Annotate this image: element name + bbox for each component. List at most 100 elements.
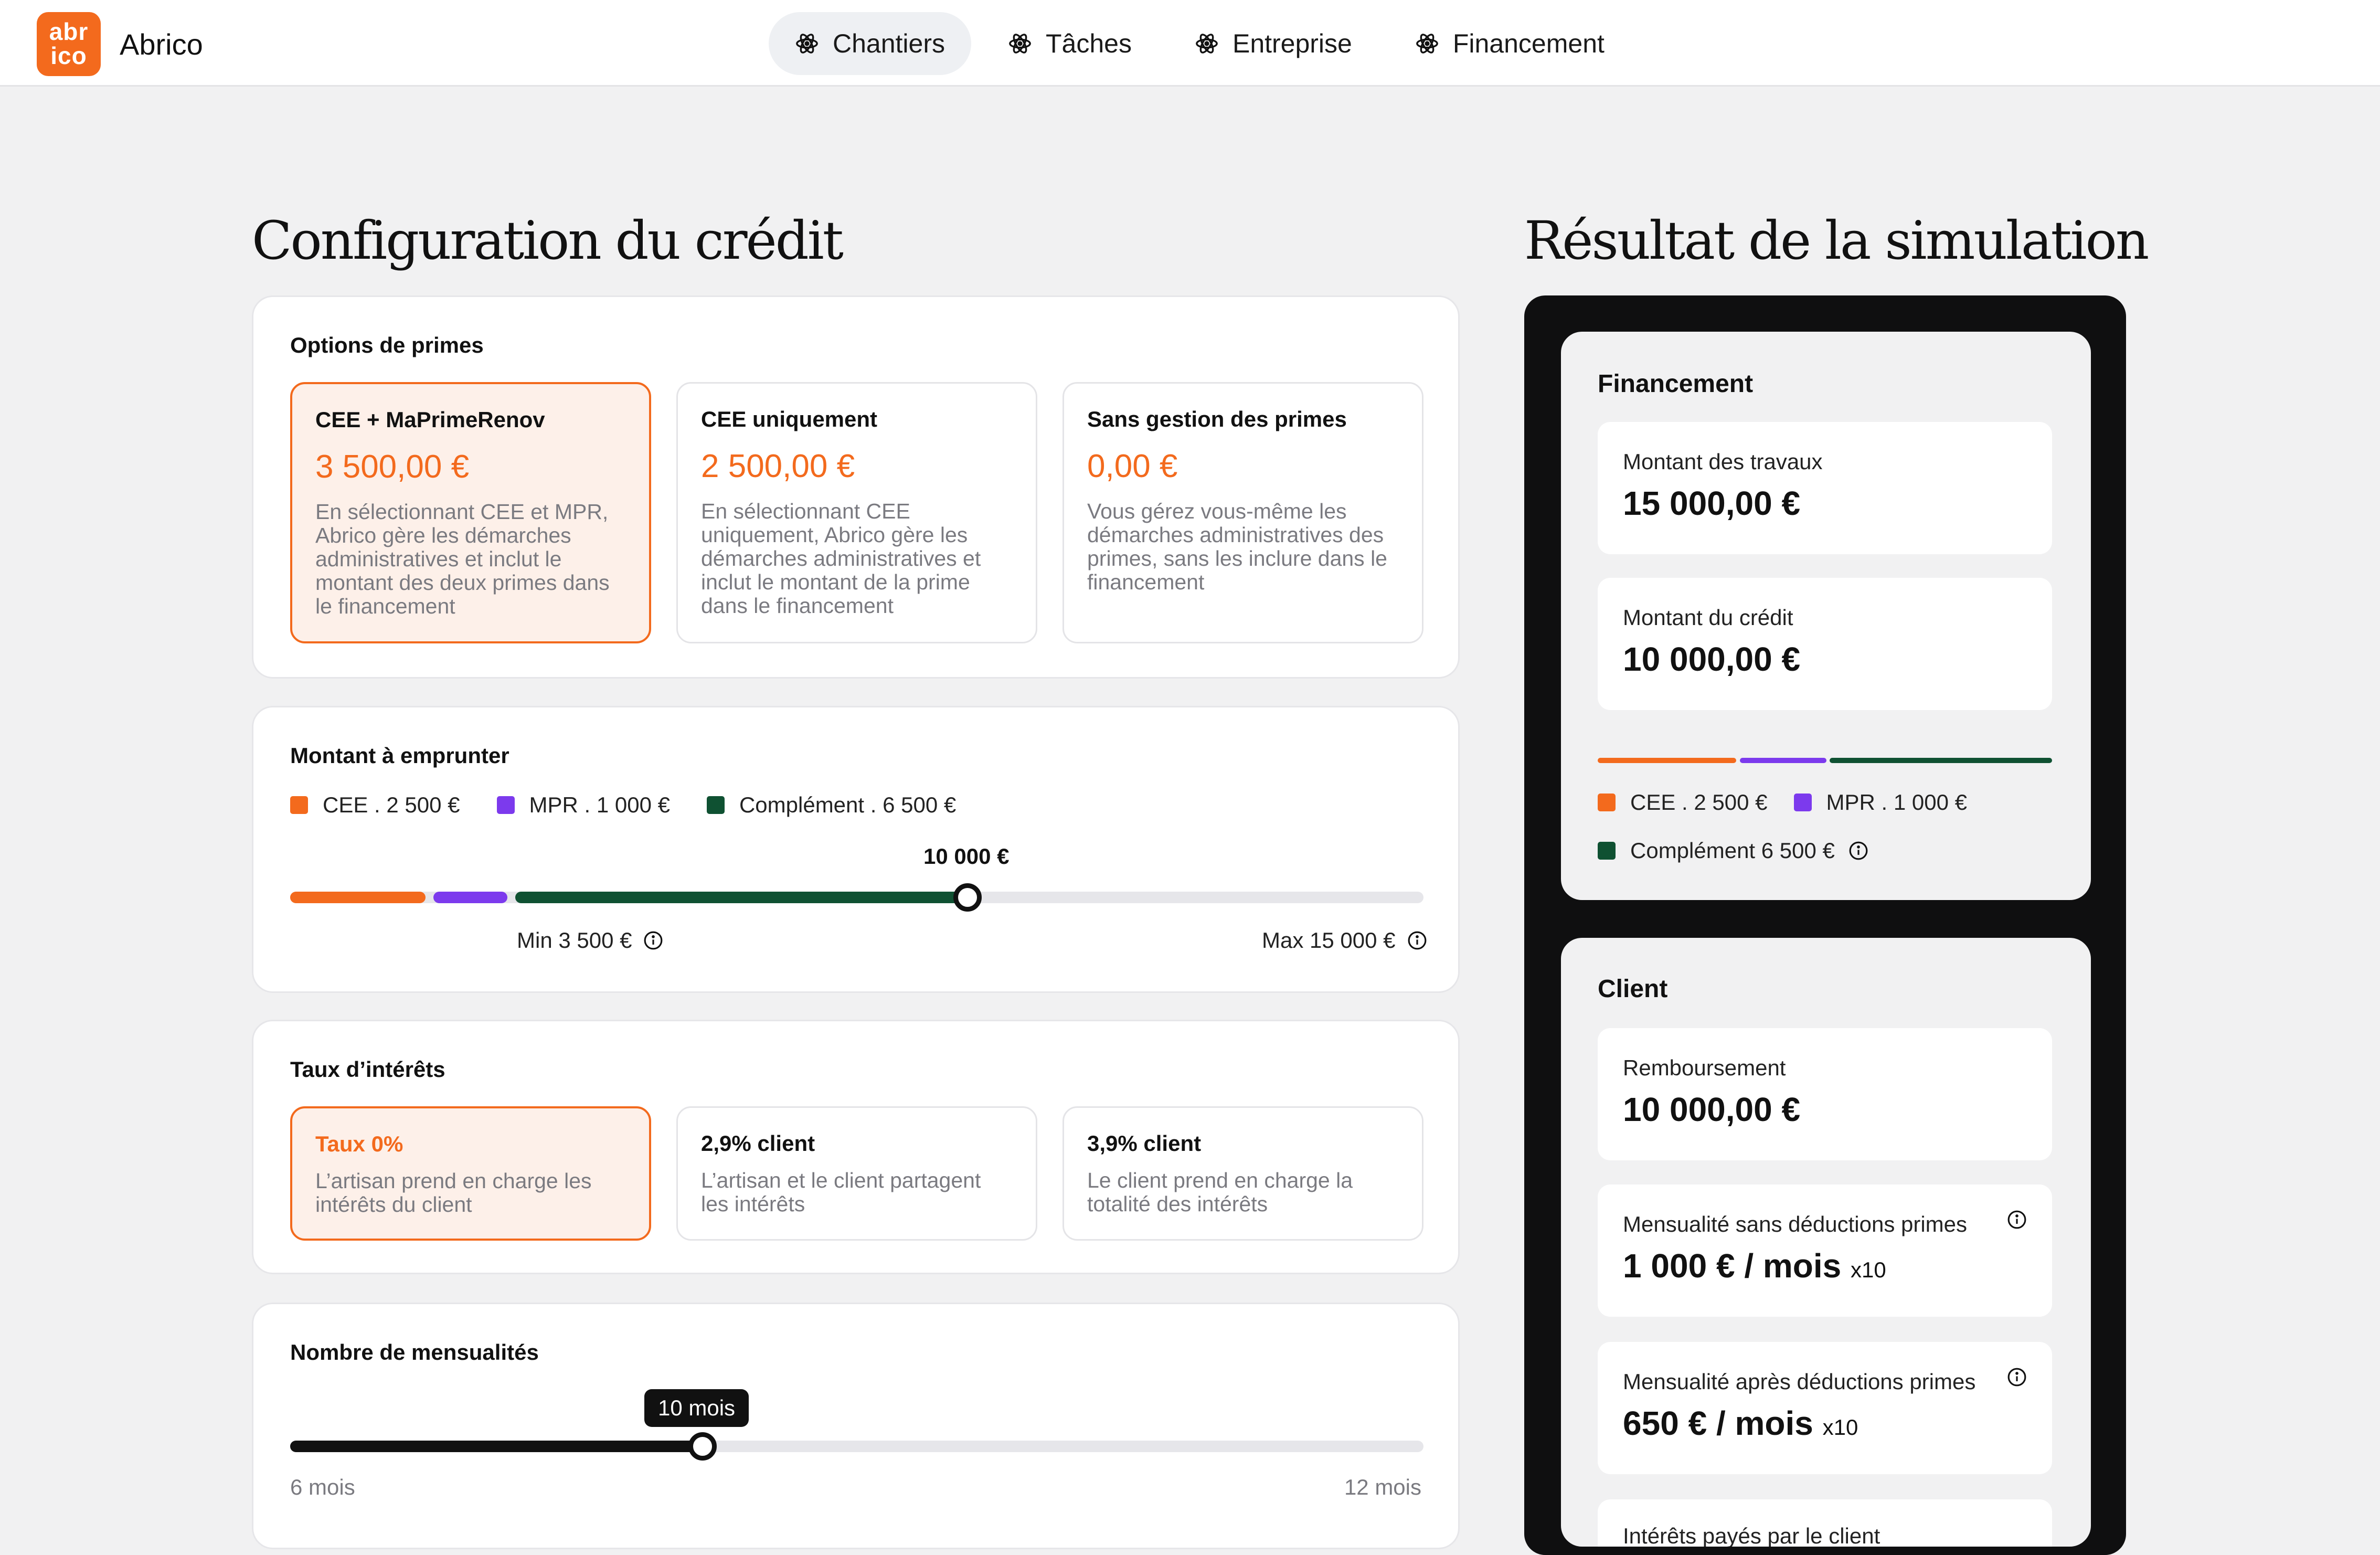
prime-option-sans-gestion[interactable]: Sans gestion des primes 0,00 € Vous gére… xyxy=(1062,382,1423,643)
option-title: 3,9% client xyxy=(1087,1131,1202,1156)
atom-icon xyxy=(796,34,818,54)
option-description: Le client prend en charge la totalité de… xyxy=(1087,1168,1353,1216)
mensualite-apres-value: 650 € / mois xyxy=(1623,1404,1813,1442)
interets-box: Intérêts payés par le client xyxy=(1598,1499,2052,1547)
option-title: Sans gestion des primes xyxy=(1087,407,1347,431)
financement-bar-cee xyxy=(1598,758,1736,763)
primes-title: Options de primes xyxy=(290,333,484,357)
option-description: En sélectionnant CEE et MPR, Abrico gère… xyxy=(315,500,610,618)
nav-item-financement[interactable]: Financement xyxy=(1389,12,1631,75)
interets-label: Intérêts payés par le client xyxy=(1623,1524,1880,1547)
mensualites-slider-handle[interactable] xyxy=(688,1432,717,1461)
mensualite-apres-multiplier: x10 xyxy=(1822,1415,1858,1440)
credit-label: Montant du crédit xyxy=(1623,605,1793,630)
nav-item-chantiers[interactable]: Chantiers xyxy=(769,12,971,75)
nav-label: Tâches xyxy=(1046,29,1132,58)
primes-card: Options de primes CEE + MaPrimeRenov 3 5… xyxy=(252,295,1460,679)
option-amount: 2 500,00 € xyxy=(701,448,855,484)
mensualites-slider-fill xyxy=(290,1441,703,1452)
legend-swatch xyxy=(496,796,515,814)
nav-label: Chantiers xyxy=(833,29,945,58)
credit-box: Montant du crédit 10 000,00 € xyxy=(1598,578,2052,710)
client-card: Client Remboursement 10 000,00 € Mensual… xyxy=(1561,938,2091,1547)
nav-label: Financement xyxy=(1452,29,1605,58)
info-icon[interactable] xyxy=(2007,1367,2027,1387)
taux-option-39[interactable]: 3,9% client Le client prend en charge la… xyxy=(1062,1106,1423,1241)
option-amount: 0,00 € xyxy=(1087,448,1178,484)
max-label: Max 15 000 € xyxy=(1262,928,1396,953)
legend-label: MPR . 1 000 € xyxy=(1826,790,1967,814)
option-title: CEE uniquement xyxy=(701,407,878,431)
legend-item-mpr: MPR . 1 000 € xyxy=(496,792,670,818)
montant-title: Montant à emprunter xyxy=(290,743,509,768)
option-title: CEE + MaPrimeRenov xyxy=(315,407,545,432)
legend-label: CEE . 2 500 € xyxy=(1630,790,1768,814)
config-heading: Configuration du crédit xyxy=(252,210,844,271)
travaux-box: Montant des travaux 15 000,00 € xyxy=(1598,422,2052,554)
taux-option-29[interactable]: 2,9% client L’artisan et le client parta… xyxy=(676,1106,1037,1241)
montant-min: Min 3 500 € xyxy=(517,928,663,953)
min-label: Min 3 500 € xyxy=(517,928,632,953)
legend-swatch xyxy=(1793,794,1812,811)
info-icon[interactable] xyxy=(1848,841,1868,861)
montant-slider-handle[interactable] xyxy=(953,883,982,912)
abrico-logo[interactable]: abr ico xyxy=(37,12,101,76)
credit-value: 10 000,00 € xyxy=(1623,640,1801,678)
legend-swatch xyxy=(1598,794,1616,811)
financement-bar-complement xyxy=(1830,758,2052,763)
taux-card: Taux d’intérêts Taux 0% L’artisan prend … xyxy=(252,1020,1460,1274)
legend-item-cee: CEE . 2 500 € xyxy=(290,792,460,818)
montant-legend: CEE . 2 500 € MPR . 1 000 € Complément .… xyxy=(290,792,993,818)
info-icon[interactable] xyxy=(1407,930,1427,950)
travaux-value: 15 000,00 € xyxy=(1623,484,1801,522)
financement-legend-row1: CEE . 2 500 € MPR . 1 000 € xyxy=(1598,790,2004,815)
legend-item-complement: Complément 6 500 € xyxy=(1598,838,1835,863)
atom-icon xyxy=(1009,34,1031,54)
montant-value-label: 10 000 € xyxy=(923,844,1010,869)
financement-bar-mpr xyxy=(1740,758,1826,763)
legend-item-complement: Complément . 6 500 € xyxy=(706,792,957,818)
legend-label: Complément . 6 500 € xyxy=(739,792,957,817)
option-title: 2,9% client xyxy=(701,1131,815,1156)
montant-segment-mpr xyxy=(433,892,507,903)
mensualite-apres-box: Mensualité après déductions primes 650 €… xyxy=(1598,1342,2052,1474)
app-name: Abrico xyxy=(120,28,203,61)
montant-card: Montant à emprunter CEE . 2 500 € MPR . … xyxy=(252,706,1460,993)
mensualite-apres-label: Mensualité après déductions primes xyxy=(1623,1369,1976,1394)
prime-option-cee[interactable]: CEE uniquement 2 500,00 € En sélectionna… xyxy=(676,382,1037,643)
prime-option-cee-mpr[interactable]: CEE + MaPrimeRenov 3 500,00 € En sélecti… xyxy=(290,382,651,643)
info-icon[interactable] xyxy=(643,930,663,950)
legend-item-cee: CEE . 2 500 € xyxy=(1598,790,1768,815)
option-amount: 3 500,00 € xyxy=(315,449,470,485)
option-title: Taux 0% xyxy=(315,1131,403,1156)
mensualites-tooltip: 10 mois xyxy=(644,1389,749,1427)
legend-swatch xyxy=(706,796,725,814)
mensualite-sans-multiplier: x10 xyxy=(1851,1257,1886,1282)
top-navigation-bar: abr ico Abrico Chantiers Tâches Entrepri… xyxy=(0,0,2380,87)
taux-title: Taux d’intérêts xyxy=(290,1057,445,1082)
option-description: En sélectionnant CEE uniquement, Abrico … xyxy=(701,499,981,618)
taux-option-0[interactable]: Taux 0% L’artisan prend en charge les in… xyxy=(290,1106,651,1241)
financement-legend-row2: Complément 6 500 € xyxy=(1598,838,1868,863)
financement-card: Financement Montant des travaux 15 000,0… xyxy=(1561,332,2091,900)
logo-text-bottom: ico xyxy=(50,42,87,69)
mensualite-sans-value-row: 1 000 € / mois x10 xyxy=(1623,1246,1886,1285)
client-title: Client xyxy=(1598,975,1668,1003)
mensualite-sans-box: Mensualité sans déductions primes 1 000 … xyxy=(1598,1184,2052,1317)
mensualites-max: 12 mois xyxy=(1344,1475,1421,1499)
result-heading: Résultat de la simulation xyxy=(1524,210,2149,271)
nav-item-entreprise[interactable]: Entreprise xyxy=(1168,12,1378,75)
option-description: L’artisan et le client partagent les int… xyxy=(701,1168,981,1216)
legend-swatch xyxy=(290,796,308,814)
main-nav: Chantiers Tâches Entreprise Financement xyxy=(769,12,1631,75)
legend-label: Complément 6 500 € xyxy=(1630,838,1835,863)
logo-text-top: abr xyxy=(49,18,89,45)
nav-item-taches[interactable]: Tâches xyxy=(982,12,1158,75)
montant-segment-cee xyxy=(290,892,426,903)
nav-label: Entreprise xyxy=(1232,29,1352,58)
remboursement-label: Remboursement xyxy=(1623,1055,1786,1080)
option-description: L’artisan prend en charge les intérêts d… xyxy=(315,1169,592,1217)
option-description: Vous gérez vous-même les démarches admin… xyxy=(1087,499,1387,594)
mensualites-card: Nombre de mensualités 10 mois 6 mois 12 … xyxy=(252,1303,1460,1549)
info-icon[interactable] xyxy=(2007,1210,2027,1230)
